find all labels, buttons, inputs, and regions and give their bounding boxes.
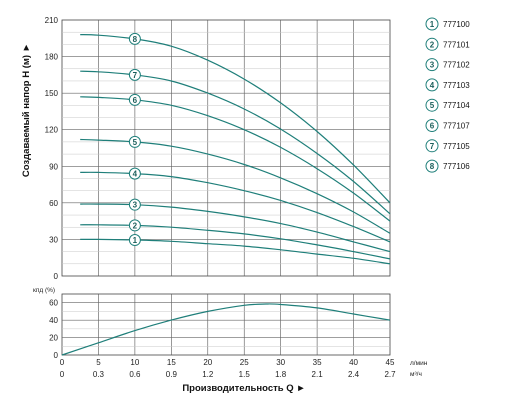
legend: 1 777100 2 777101 3 777102 4 777103 5 777104 6 7771… <box>425 17 470 173</box>
flow-x-tick-lpm: 30 <box>276 358 285 367</box>
legend-label-777102: 777102 <box>443 61 470 70</box>
legend-marker-3 <box>425 58 439 72</box>
head-y-tick-label: 60 <box>49 199 58 208</box>
head-y-tick-label: 90 <box>49 162 58 171</box>
curve-marker-4 <box>128 167 141 180</box>
legend-marker-label: 3 <box>430 61 435 70</box>
head-curve-777100 <box>80 238 391 265</box>
legend-marker-label: 8 <box>430 162 435 171</box>
curve-marker-3 <box>128 198 141 211</box>
head-y-axis-title: Создаваемый напор H (м) ► <box>21 43 32 177</box>
efficiency-curve <box>61 303 391 356</box>
flow-x-tick-m3h: 0.6 <box>129 370 141 379</box>
efficiency-y-tick-label: 20 <box>49 334 58 343</box>
legend-label-777100: 777100 <box>443 20 470 29</box>
head-y-tick-label: 120 <box>45 126 59 135</box>
flow-x-tick-m3h: 0 <box>60 370 65 379</box>
legend-marker-7 <box>425 139 439 153</box>
legend-label-777103: 777103 <box>443 81 470 90</box>
legend-marker-label: 5 <box>430 101 435 110</box>
flow-x-tick-m3h: 0.9 <box>166 370 178 379</box>
curve-marker-label: 7 <box>133 71 138 80</box>
flow-x-tick-m3h: 2.4 <box>348 370 360 379</box>
flow-x-tick-m3h: 0.3 <box>93 370 105 379</box>
flow-x-tick-lpm: 25 <box>240 358 249 367</box>
legend-marker-label: 4 <box>430 81 435 90</box>
flow-x-axis-title: Производительность Q ► <box>182 383 305 394</box>
legend-marker-label: 7 <box>430 142 435 151</box>
efficiency-y-axis-ticks: 0 20 40 60 <box>49 299 58 360</box>
legend-label-777104: 777104 <box>443 101 470 110</box>
curve-marker-label: 1 <box>133 236 138 245</box>
curve-marker-7 <box>128 68 141 81</box>
curve-marker-label: 2 <box>133 221 138 230</box>
legend-label-777107: 777107 <box>443 122 470 131</box>
curve-marker-6 <box>128 93 141 106</box>
flow-x-tick-lpm: 0 <box>60 358 65 367</box>
legend-marker-8 <box>425 159 439 173</box>
flow-x-tick-lpm: 10 <box>130 358 139 367</box>
legend-marker-2 <box>425 37 439 51</box>
head-y-tick-label: 30 <box>49 235 58 244</box>
flow-unit-m3h: м³/ч <box>410 371 422 378</box>
legend-label-777105: 777105 <box>443 142 470 151</box>
flow-x-tick-lpm: 5 <box>96 358 101 367</box>
efficiency-y-tick-label: 40 <box>49 316 58 325</box>
flow-unit-lpm: л/мин <box>410 360 428 367</box>
curve-marker-label: 4 <box>133 170 138 179</box>
legend-label-777106: 777106 <box>443 162 470 171</box>
head-curve-777102 <box>80 203 391 253</box>
head-y-tick-label: 0 <box>54 272 59 281</box>
efficiency-y-axis-title: кпд (%) <box>33 287 55 294</box>
curve-marker-label: 5 <box>133 138 138 147</box>
flow-x-tick-lpm: 15 <box>167 358 176 367</box>
legend-marker-4 <box>425 78 439 92</box>
flow-x-tick-m3h: 1.2 <box>202 370 214 379</box>
legend-marker-6 <box>425 119 439 132</box>
head-y-tick-label: 150 <box>45 89 59 98</box>
flow-x-tick-lpm: 20 <box>203 358 212 367</box>
legend-marker-label: 1 <box>430 20 435 29</box>
legend-marker-label: 6 <box>430 122 435 131</box>
flow-x-tick-m3h: 2.7 <box>384 370 396 379</box>
flow-x-tick-m3h: 1.8 <box>275 370 287 379</box>
efficiency-y-tick-label: 0 <box>54 351 59 360</box>
head-y-axis-ticks: 0 30 60 90 120 150 180 210 <box>45 16 59 281</box>
head-curve-777106 <box>80 34 391 204</box>
flow-x-tick-lpm: 35 <box>313 358 322 367</box>
curve-marker-label: 6 <box>133 96 138 105</box>
head-curve-777103 <box>80 171 391 243</box>
flow-x-tick-m3h: 1.5 <box>239 370 251 379</box>
curve-marker-1 <box>128 234 141 247</box>
curve-marker-label: 3 <box>133 201 138 210</box>
flow-x-tick-m3h: 2.1 <box>312 370 324 379</box>
legend-marker-1 <box>425 17 439 31</box>
efficiency-frame <box>61 293 391 356</box>
efficiency-chart-grid <box>61 293 391 356</box>
head-curve-777105 <box>80 70 391 215</box>
curve-marker-5 <box>128 135 141 148</box>
legend-marker-label: 2 <box>430 40 435 49</box>
head-curve-777104 <box>80 138 391 234</box>
efficiency-y-tick-label: 60 <box>49 299 58 308</box>
legend-marker-5 <box>425 98 439 112</box>
flow-x-tick-lpm: 40 <box>349 358 358 367</box>
curve-marker-8 <box>128 32 141 45</box>
head-curve-777101 <box>80 224 391 260</box>
head-curves: 1 2 3 4 5 6 7 8 <box>80 32 391 265</box>
head-y-tick-label: 180 <box>45 53 59 62</box>
efficiency-curve-line <box>61 303 391 356</box>
head-frame <box>61 19 391 277</box>
legend-label-777101: 777101 <box>443 40 470 49</box>
flow-x-axis-ticks: 0 5 10 15 20 25 30 35 40 45 0 0.3 0.6 0.9 1.2 1.5 1.8 2.1… <box>60 358 396 379</box>
curve-marker-label: 8 <box>133 35 138 44</box>
head-y-tick-label: 210 <box>45 16 59 25</box>
flow-x-tick-lpm: 45 <box>386 358 395 367</box>
head-curve-777107 <box>80 96 391 222</box>
curve-marker-2 <box>128 219 141 232</box>
